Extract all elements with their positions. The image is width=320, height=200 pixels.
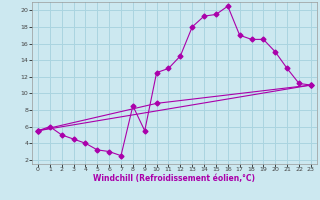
X-axis label: Windchill (Refroidissement éolien,°C): Windchill (Refroidissement éolien,°C): [93, 174, 255, 183]
